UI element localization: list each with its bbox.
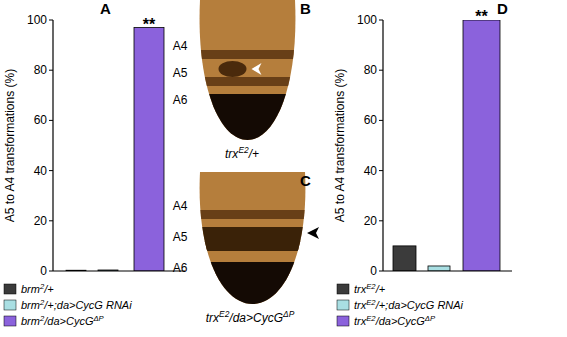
pigment	[195, 227, 310, 251]
segment-label: A4	[173, 39, 188, 53]
y-tick-label: 100	[357, 13, 377, 27]
segment-label: A6	[173, 261, 188, 275]
bars	[66, 28, 164, 271]
segment-label: A6	[173, 93, 188, 107]
legend-swatch	[4, 284, 16, 294]
significance: **	[475, 8, 488, 25]
y-tick-label: 80	[364, 63, 378, 77]
figure: A A5 to A4 transformations (%) 0 20 40 60 80 10…	[0, 0, 567, 337]
y-tick-label: 60	[364, 113, 378, 127]
significance: **	[143, 16, 156, 33]
y-tick-label: 100	[27, 13, 47, 27]
photo	[195, 172, 310, 337]
genotype-caption: trxE2/da>CycGΔP	[206, 309, 295, 325]
bar	[428, 266, 450, 271]
legend-label: brm2/+;da>CycG RNAi	[21, 298, 132, 312]
bars	[393, 20, 500, 271]
legend-swatch	[337, 284, 349, 294]
y-axis	[382, 20, 383, 271]
y-tick-label: 0	[370, 264, 377, 278]
arrowhead	[307, 227, 319, 239]
legend-label: trxE2/da>CycGΔP	[354, 314, 436, 328]
bar	[393, 246, 416, 271]
legend-swatch	[337, 316, 349, 326]
legend-swatch	[337, 300, 349, 310]
bar-chart: A A5 to A4 transformations (%) 0 20 40 60 80 10…	[3, 0, 185, 327]
tip	[195, 262, 310, 337]
segment-band	[195, 50, 300, 59]
segment-band	[195, 210, 310, 219]
x-axis	[53, 270, 185, 271]
y-tick-label: 80	[34, 63, 48, 77]
panel-letter: C	[300, 172, 311, 189]
x-axis	[383, 270, 512, 271]
bar	[463, 20, 500, 271]
y-tick-label: 20	[34, 214, 48, 228]
bar	[134, 28, 164, 271]
genotype-caption: trxE2/+	[225, 145, 259, 161]
legend-label: brm2/da>CycGΔP	[21, 314, 105, 328]
legend-label: trxE2/+;da>CycG RNAi	[354, 298, 464, 312]
segment-label: A5	[173, 230, 188, 244]
y-tick-label: 40	[34, 164, 48, 178]
y-axis-label: A5 to A4 transformations (%)	[333, 69, 347, 222]
legend-swatch	[4, 300, 16, 310]
segment-label: A4	[173, 199, 188, 213]
panel-letter: A	[100, 0, 111, 17]
segment-label: A5	[173, 66, 188, 80]
y-tick-label: 40	[364, 164, 378, 178]
y-axis-label: A5 to A4 transformations (%)	[3, 69, 17, 222]
panel-letter: D	[497, 0, 508, 17]
legend-swatch	[4, 316, 16, 326]
arrowhead	[252, 63, 262, 75]
segment-band	[195, 77, 300, 86]
y-axis	[52, 20, 53, 271]
y-tick-label: 20	[364, 214, 378, 228]
panel-letter: B	[300, 0, 311, 17]
pigment	[219, 61, 247, 77]
y-tick-label: 0	[40, 264, 47, 278]
bar-chart: D A5 to A4 transformations (%) 0 20 40 60 80 10…	[333, 0, 512, 327]
legend-label: brm2/+	[21, 282, 54, 296]
photo-panel: C A4 A5 A6 trxE2/da>CycGΔP	[173, 172, 319, 337]
legend-label: trxE2/+	[354, 282, 386, 296]
y-tick-label: 60	[34, 113, 48, 127]
